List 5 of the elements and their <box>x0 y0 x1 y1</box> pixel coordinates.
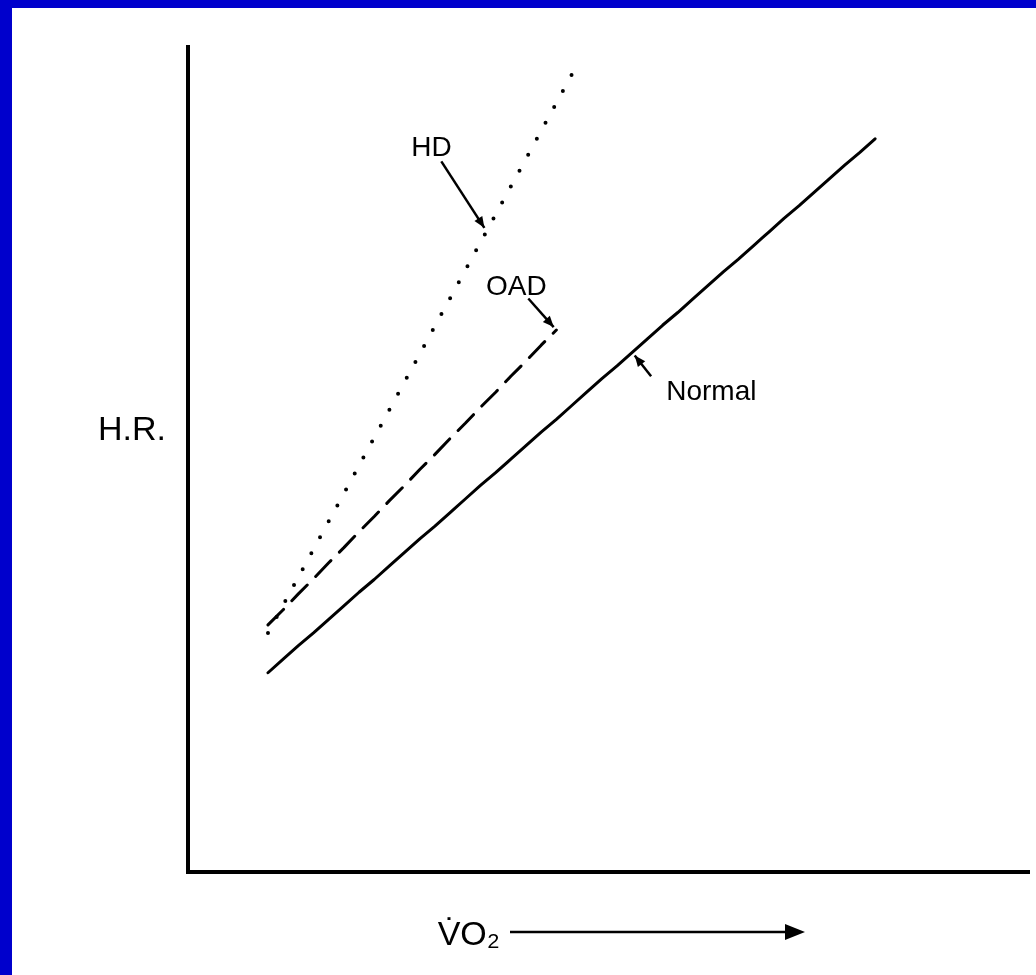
x-axis-title: V̇O₂ <box>437 914 500 952</box>
y-axis-title: H.R. <box>98 409 166 447</box>
text: HD <box>411 131 452 163</box>
series-label: OAD <box>486 270 547 302</box>
legend-label: Normal <box>666 375 757 407</box>
